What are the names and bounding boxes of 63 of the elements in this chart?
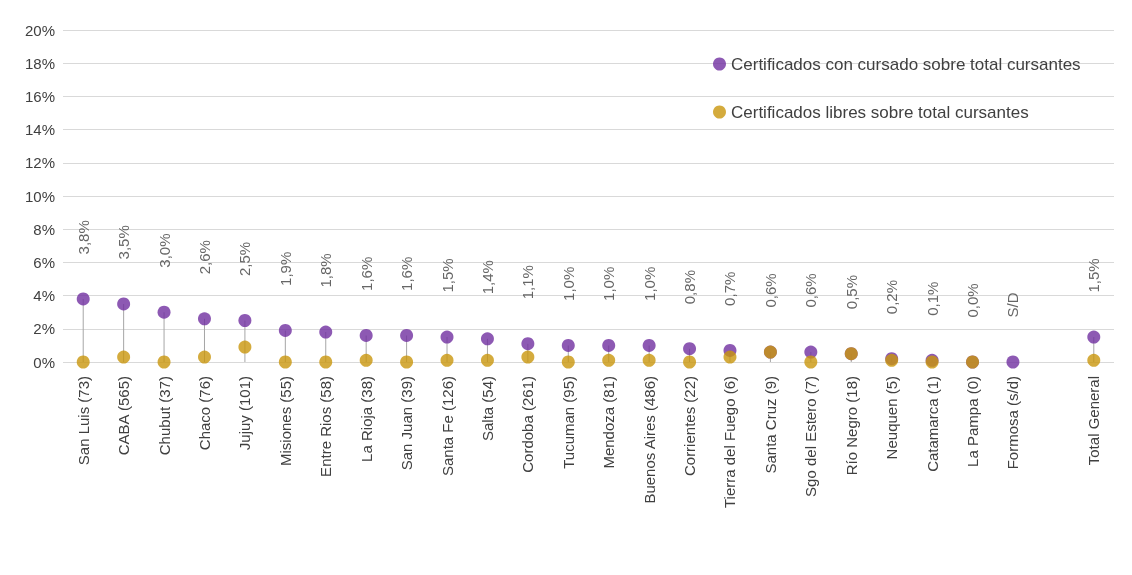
x-tick-label: San Luis (73) <box>74 376 92 466</box>
x-tick-label: Salta (54) <box>478 376 496 442</box>
data-label: 0,8% <box>681 270 699 305</box>
data-label: 1,8% <box>317 253 335 288</box>
data-label: 1,5% <box>438 258 456 293</box>
x-tick-label: Mendoza (81) <box>600 376 618 469</box>
x-tick-label: Tucuman (95) <box>559 376 577 469</box>
data-label: 1,5% <box>1085 258 1103 293</box>
data-label: 3,0% <box>155 233 173 268</box>
x-tick-label: Chubut (37) <box>155 376 173 456</box>
x-tick-label: Buenos Aires (486) <box>640 376 658 504</box>
data-label: 1,9% <box>276 251 294 286</box>
x-tick-label: Jujuy (101) <box>236 376 254 451</box>
y-tick-label: 4% <box>33 287 55 305</box>
y-tick-label: 6% <box>33 253 55 271</box>
y-tick-label: 20% <box>24 21 55 39</box>
x-tick-label: Corrientes (22) <box>681 376 699 477</box>
x-tick-label: La Rioja (38) <box>357 376 375 462</box>
data-label: 3,5% <box>115 225 133 260</box>
data-label: 0,6% <box>802 273 820 308</box>
data-label: 1,4% <box>478 260 496 295</box>
x-tick-label: Río Negro (18) <box>842 376 860 476</box>
data-label: S/D <box>1004 292 1022 318</box>
data-label: 1,0% <box>640 266 658 301</box>
x-tick-label: Catamarca (1) <box>923 376 941 472</box>
x-tick-label: La Pampa (0) <box>964 376 982 467</box>
data-label: 1,6% <box>357 256 375 291</box>
data-label: 0,1% <box>923 281 941 316</box>
x-tick-label: Tierra del Fuego (6) <box>721 376 739 508</box>
x-tick-label: Formosa (s/d) <box>1004 376 1022 470</box>
y-tick-label: 0% <box>33 353 55 371</box>
x-tick-label: Total General <box>1085 376 1103 466</box>
data-label: 2,6% <box>195 240 213 275</box>
x-tick-label: Santa Cruz (9) <box>761 376 779 474</box>
y-tick-label: 18% <box>24 54 55 72</box>
data-label: 1,0% <box>600 266 618 301</box>
legend-label: Certificados libres sobre total cursantes <box>731 102 1029 122</box>
data-label: 0,6% <box>761 273 779 308</box>
y-tick-label: 16% <box>24 87 55 105</box>
data-label: 1,1% <box>519 265 537 300</box>
x-tick-label: Neuquen (5) <box>883 376 901 460</box>
y-tick-label: 8% <box>33 220 55 238</box>
data-label: 0,7% <box>721 271 739 306</box>
data-label: 2,5% <box>236 241 254 276</box>
x-tick-label: San Juan (39) <box>398 376 416 471</box>
x-tick-label: Chaco (76) <box>195 376 213 451</box>
y-tick-label: 14% <box>24 121 55 139</box>
legend-label: Certificados con cursado sobre total cursantes <box>731 54 1081 74</box>
data-label: 1,6% <box>398 256 416 291</box>
data-label: 0,5% <box>842 275 860 310</box>
data-label: 1,0% <box>559 266 577 301</box>
x-tick-label: Cordoba (261) <box>519 376 537 473</box>
x-tick-label: CABA (565) <box>115 376 133 456</box>
x-tick-label: Santa Fe (126) <box>438 376 456 477</box>
data-label: 0,2% <box>883 279 901 315</box>
x-tick-label: Sgo del Estero (7) <box>802 376 820 497</box>
x-tick-label: Misiones (55) <box>276 376 294 467</box>
data-label: 0,0% <box>964 283 982 318</box>
x-tick-label: Entre Rios (58) <box>317 376 335 477</box>
data-label: 3,8% <box>74 220 92 255</box>
y-tick-label: 2% <box>33 320 55 338</box>
y-tick-label: 10% <box>24 187 55 205</box>
y-tick-label: 12% <box>24 154 55 172</box>
